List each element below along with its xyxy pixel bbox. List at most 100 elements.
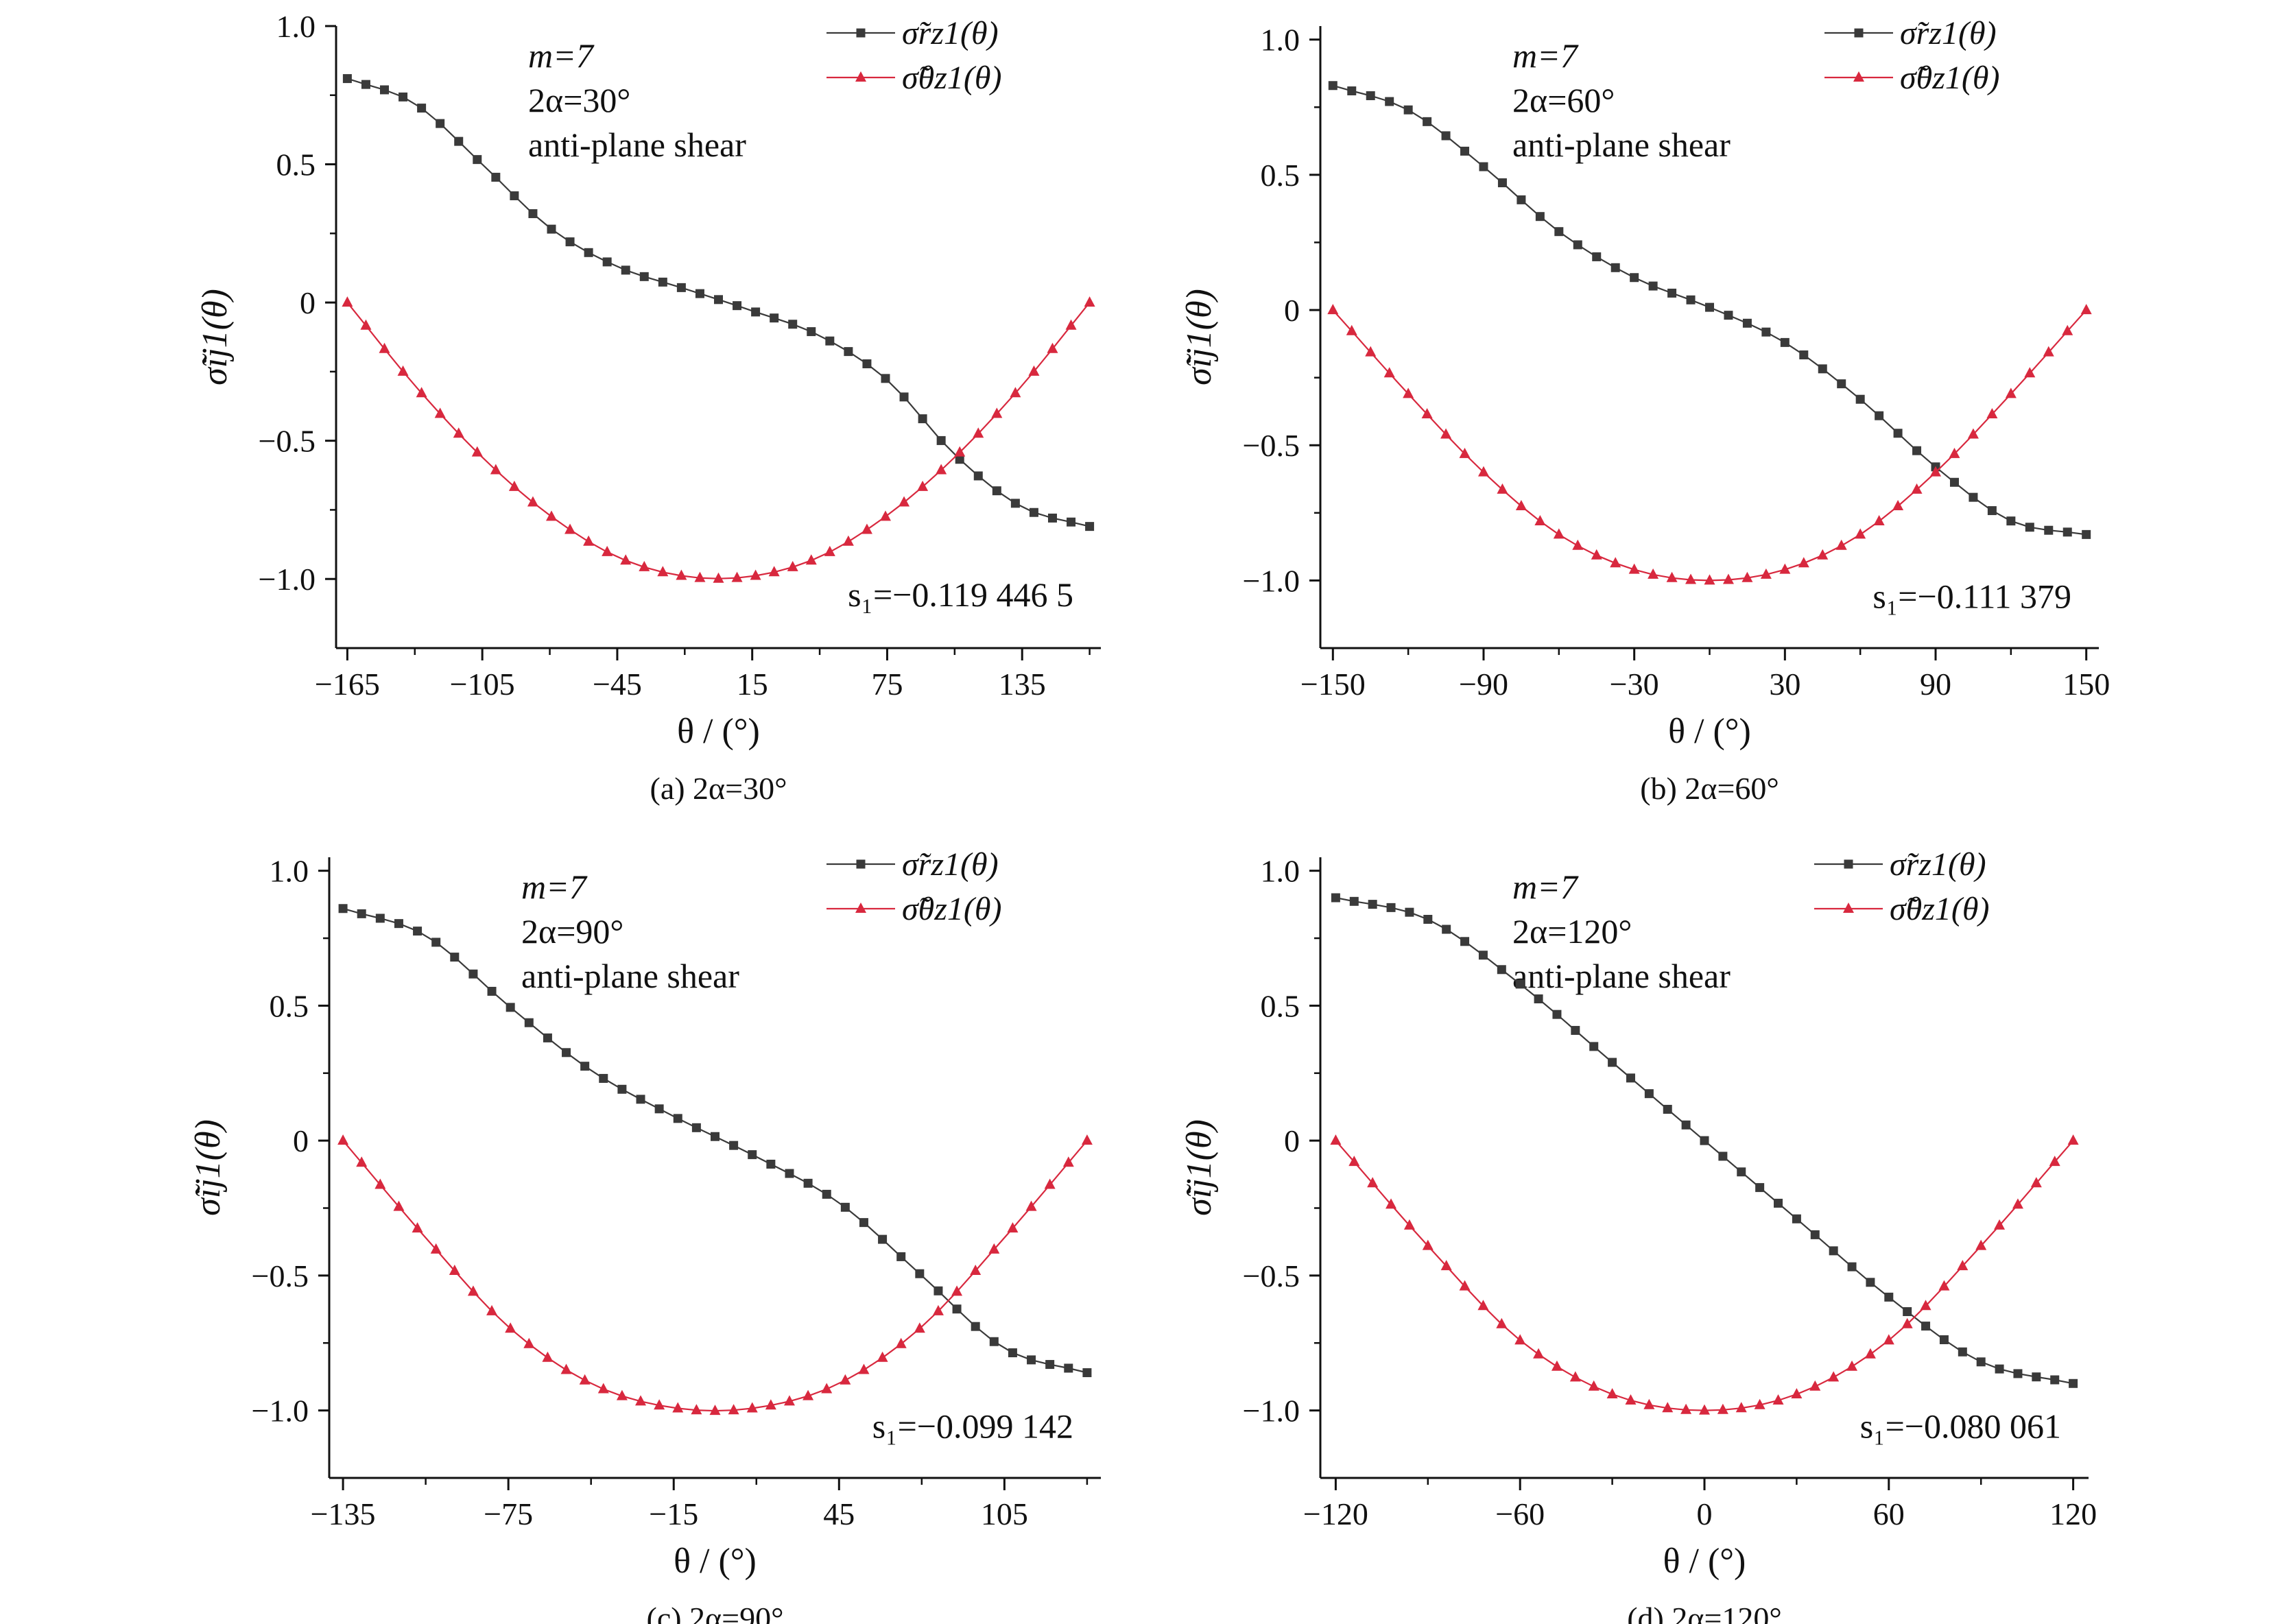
data-point (1976, 1357, 1986, 1367)
data-point (510, 191, 519, 200)
x-tick-label: −150 (1300, 667, 1366, 702)
data-point (1737, 1167, 1746, 1177)
data-point (1572, 539, 1584, 550)
data-point (1331, 893, 1340, 903)
data-point (1534, 994, 1543, 1003)
data-point (1892, 499, 1904, 510)
data-point (1569, 1371, 1581, 1382)
data-point (523, 1337, 535, 1348)
data-point (989, 1337, 999, 1346)
data-point (1327, 304, 1339, 315)
data-point (954, 446, 966, 457)
annotation-m: m=7 (1512, 868, 1579, 906)
data-point (1460, 937, 1470, 946)
data-point (491, 172, 501, 182)
annotation-s1: s₁=−0.111 379 (1872, 577, 2071, 615)
data-point (2013, 1369, 2023, 1378)
data-point (1754, 1398, 1765, 1409)
x-tick-label: −45 (593, 667, 642, 702)
annotation-load: anti-plane shear (521, 957, 739, 995)
data-point (1347, 86, 1357, 96)
data-point (658, 277, 667, 287)
data-point (1680, 1403, 1692, 1414)
data-point (768, 566, 780, 577)
data-point (357, 909, 366, 918)
legend-label: σ̃rz1(θ) (1890, 846, 1986, 883)
data-point (584, 248, 593, 257)
data-point (1987, 506, 1997, 516)
data-point (729, 1141, 739, 1150)
data-point (1497, 965, 1506, 975)
y-tick-label: 0 (293, 1123, 309, 1158)
data-point (746, 1402, 758, 1413)
data-point (896, 1252, 906, 1261)
data-point (2030, 1177, 2042, 1188)
data-point (1067, 517, 1076, 527)
series-theta (1330, 1134, 2079, 1415)
data-point (691, 1404, 702, 1415)
data-point (374, 1178, 386, 1189)
data-point (694, 571, 706, 582)
data-point (1081, 1134, 1093, 1145)
data-point (1903, 1307, 1912, 1317)
data-point (506, 1003, 515, 1012)
data-point (676, 569, 687, 580)
data-point (1383, 367, 1395, 378)
data-point (2062, 324, 2073, 335)
data-point (654, 1399, 665, 1410)
data-point (1478, 951, 1488, 960)
data-point (1718, 1151, 1728, 1161)
data-point (579, 1374, 591, 1385)
data-point (617, 1084, 627, 1094)
data-point (1589, 1042, 1599, 1051)
data-point (1735, 1402, 1747, 1413)
data-point (691, 1123, 701, 1132)
data-point (1442, 924, 1451, 934)
data-point (1791, 1388, 1803, 1399)
series-rz (1328, 81, 2091, 539)
legend-label: σ̃θz1(θ) (902, 891, 1001, 927)
data-point (1477, 1300, 1489, 1311)
y-tick-label: −1.0 (259, 562, 316, 597)
y-tick-label: 0 (300, 285, 316, 320)
data-point (1517, 195, 1526, 204)
data-point (431, 938, 441, 947)
panel-caption: (a) 2α=30° (650, 771, 787, 806)
data-point (1704, 574, 1715, 585)
data-point (620, 554, 632, 565)
data-point (748, 1150, 757, 1160)
data-point (1403, 387, 1414, 398)
data-point (1975, 1239, 1987, 1250)
x-tick-label: −60 (1495, 1496, 1545, 1531)
data-point (416, 387, 427, 398)
data-point (471, 446, 483, 457)
data-point (394, 919, 403, 929)
y-tick-label: 0 (1284, 293, 1300, 328)
data-point (1855, 528, 1866, 539)
data-point (436, 119, 445, 128)
data-point (1722, 573, 1734, 584)
data-point (375, 914, 385, 923)
data-point (1423, 117, 1432, 126)
legend-label: σ̃rz1(θ) (902, 846, 999, 883)
y-tick-label: 1.0 (270, 854, 309, 889)
data-point (468, 969, 478, 979)
data-point (1866, 1278, 1875, 1287)
data-point (807, 327, 816, 337)
data-point (1700, 1136, 1709, 1145)
legend-marker (1844, 859, 1853, 869)
data-point (2025, 523, 2034, 532)
data-point (1366, 91, 1375, 101)
data-point (1349, 896, 1359, 906)
data-point (2005, 387, 2017, 398)
data-point (1685, 573, 1697, 584)
data-point (824, 545, 835, 556)
series-line (1332, 309, 2087, 582)
data-point (1346, 324, 1357, 335)
data-point (508, 480, 520, 491)
data-point (783, 1395, 795, 1406)
data-point (1064, 1363, 1073, 1373)
data-point (621, 265, 630, 275)
data-point (1846, 1360, 1858, 1371)
x-tick-label: 75 (871, 667, 903, 702)
